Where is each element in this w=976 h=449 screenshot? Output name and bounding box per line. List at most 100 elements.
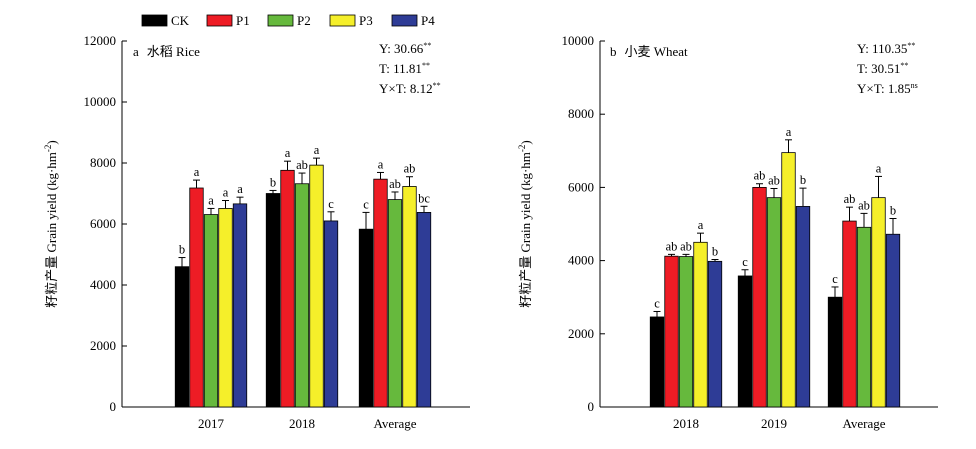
stat-label: Y: 110.35**	[857, 41, 915, 56]
legend-label-p4: P4	[421, 13, 435, 28]
significance-letter: b	[890, 204, 896, 218]
bar-p2	[678, 256, 694, 408]
significance-letter: b	[270, 175, 276, 189]
significance-letter: b	[179, 243, 185, 257]
panel-rice: 0 2000 4000 6000 8000 10000 12000 籽粒产量 Grain yi…	[43, 33, 470, 431]
significance-letter: ab	[296, 158, 308, 172]
significance-letter: ab	[754, 169, 766, 183]
y-tick-label: 4000	[90, 277, 116, 292]
panel-title: a 水稻 Rice	[133, 44, 200, 59]
bar-p4	[323, 220, 339, 408]
y-tick-label: 0	[588, 399, 595, 414]
significance-letter: c	[654, 296, 660, 310]
y-tick-label: 6000	[568, 179, 594, 194]
significance-letter: a	[194, 165, 200, 179]
legend-swatch-p1	[206, 14, 233, 27]
y-tick-label: 8000	[90, 155, 116, 170]
significance-letter: c	[832, 272, 838, 286]
significance-letter: ab	[844, 192, 856, 206]
bar-p3	[218, 208, 233, 408]
legend-swatch-p2	[267, 14, 294, 27]
bar-p3	[309, 164, 324, 408]
bar-ck	[649, 316, 665, 408]
y-axis-label: 籽粒产量 Grain yield (kg·hm-2)	[43, 140, 59, 307]
bar-p2	[766, 197, 782, 408]
bar-ck	[737, 275, 753, 408]
bar-p1	[189, 187, 204, 408]
stat-label: T: 11.81**	[379, 61, 430, 76]
significance-letter: ab	[666, 239, 678, 253]
bar-p4	[885, 233, 901, 408]
bar-p2	[387, 199, 403, 408]
x-tick-label: 2018	[673, 416, 699, 431]
panel-wheat: 0 2000 4000 6000 8000 10000 籽粒产量 Grain yield (…	[517, 33, 938, 431]
significance-letter: a	[698, 218, 704, 232]
significance-letter: b	[712, 245, 718, 259]
bar-p1	[664, 255, 679, 408]
stat-label: Y: 30.66**	[379, 41, 431, 56]
x-tick-label: 2017	[198, 416, 225, 431]
x-tick-label: Average	[373, 416, 416, 431]
stat-label: T: 30.51**	[857, 61, 908, 76]
y-tick-label: 6000	[90, 216, 116, 231]
significance-letter: a	[223, 186, 229, 200]
legend: CK P1 P2 P3 P4	[141, 13, 435, 28]
legend-swatch-ck	[141, 14, 168, 27]
significance-letter: ab	[858, 198, 870, 212]
x-tick-label: Average	[842, 416, 885, 431]
y-tick-label: 12000	[84, 33, 117, 48]
significance-letter: a	[786, 125, 792, 139]
significance-letter: c	[742, 255, 748, 269]
bar-p2	[294, 183, 310, 408]
legend-item-ck: CK	[141, 13, 190, 28]
legend-item-p4: P4	[391, 13, 435, 28]
stat-label: Y×T: 8.12**	[379, 81, 441, 96]
x-tick-label: 2018	[289, 416, 315, 431]
legend-label-p3: P3	[359, 13, 373, 28]
legend-label-p1: P1	[236, 13, 250, 28]
significance-letter: bc	[418, 191, 430, 205]
legend-item-p3: P3	[329, 13, 373, 28]
x-tick-label: 2019	[761, 416, 787, 431]
y-tick-label: 10000	[84, 94, 117, 109]
bar-ck	[174, 266, 190, 408]
significance-letter: ab	[404, 162, 416, 176]
bar-p3	[693, 241, 708, 408]
y-tick-label: 2000	[568, 326, 594, 341]
y-tick-label: 8000	[568, 106, 594, 121]
significance-letter: b	[800, 173, 806, 187]
bar-p4	[707, 260, 723, 408]
significance-letter: a	[876, 161, 882, 175]
bar-p1	[752, 186, 767, 408]
bar-p2	[203, 214, 219, 408]
significance-letter: a	[378, 157, 384, 171]
significance-letter: ab	[768, 173, 780, 187]
significance-letter: ab	[680, 239, 692, 253]
y-tick-label: 10000	[562, 33, 595, 48]
significance-letter: a	[314, 143, 320, 157]
bar-p1	[842, 220, 857, 408]
y-tick-label: 2000	[90, 338, 116, 353]
legend-item-p1: P1	[206, 13, 250, 28]
stat-label: Y×T: 1.85ns	[857, 81, 918, 96]
y-tick-label: 0	[110, 399, 117, 414]
panel-title: b 小麦 Wheat	[610, 44, 688, 59]
bar-p3	[781, 152, 796, 408]
legend-swatch-p3	[329, 14, 356, 27]
bar-p3	[402, 186, 417, 408]
significance-letter: a	[208, 193, 214, 207]
significance-letter: a	[285, 146, 291, 160]
legend-swatch-p4	[391, 14, 418, 27]
legend-label-p2: P2	[297, 13, 311, 28]
bar-p3	[871, 197, 886, 408]
bar-ck	[827, 296, 843, 408]
legend-item-p2: P2	[267, 13, 311, 28]
bar-p2	[856, 226, 872, 408]
bar-p1	[373, 178, 388, 408]
bar-ck	[358, 228, 374, 408]
y-axis-label: 籽粒产量 Grain yield (kg·hm-2)	[517, 140, 533, 307]
significance-letter: a	[237, 182, 243, 196]
significance-letter: c	[363, 197, 369, 211]
y-tick-label: 4000	[568, 253, 594, 268]
